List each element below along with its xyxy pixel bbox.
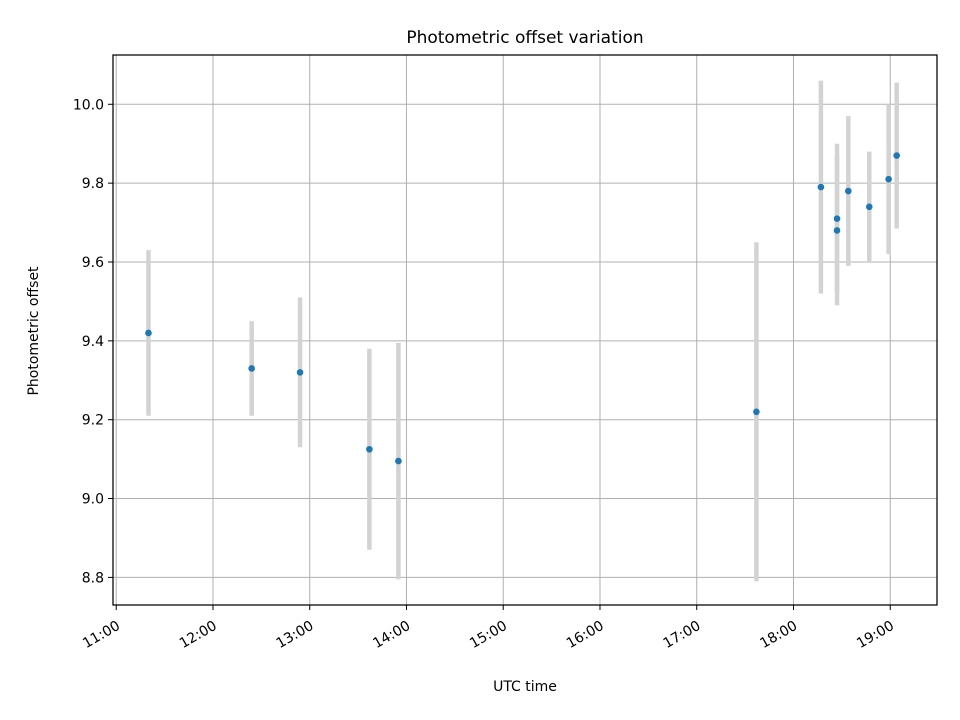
data-points [145,152,900,465]
x-axis-label: UTC time [493,679,557,695]
y-tick-label: 10.0 [73,97,104,113]
data-point [145,329,152,337]
y-tick-label: 8.8 [82,570,104,586]
data-point [395,457,402,465]
data-point [893,152,900,159]
data-point [753,408,760,416]
data-point [865,203,873,211]
data-point [833,215,841,222]
y-tick-label: 9.4 [82,334,104,350]
data-point [296,369,304,376]
y-tick-label: 9.2 [82,413,104,429]
grid [113,55,937,605]
data-point [845,187,852,195]
y-tick-label: 9.8 [82,176,104,192]
y-axis-label: Photometric offset [26,266,42,396]
data-point [817,183,825,191]
y-tick-label: 9.6 [82,255,104,271]
data-point [248,365,255,372]
data-point [885,175,892,183]
y-tick-label: 9.0 [82,492,104,508]
data-point [366,445,373,453]
data-point [833,227,841,234]
plot-frame [112,54,938,606]
chart-title: Photometric offset variation [406,28,643,48]
